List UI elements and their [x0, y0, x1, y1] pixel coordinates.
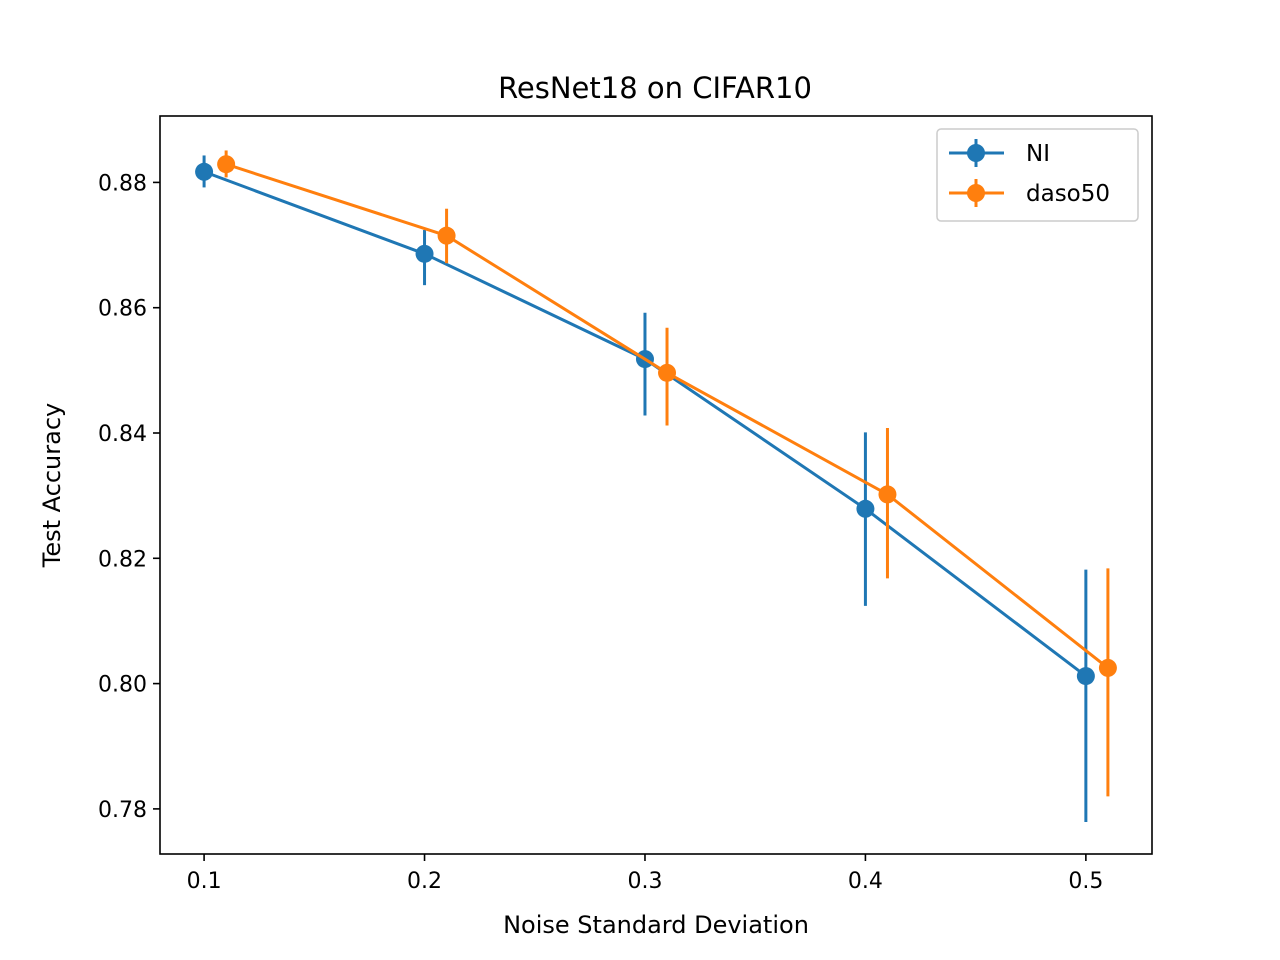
data-point-ni [195, 163, 213, 181]
y-tick-label: 0.82 [98, 547, 147, 572]
legend-marker-ni [967, 144, 985, 162]
legend: NI daso50 [937, 129, 1138, 221]
x-tick-label: 0.5 [1068, 869, 1103, 894]
y-tick-label: 0.88 [98, 171, 147, 196]
data-point-ni [1077, 667, 1095, 685]
legend-label-daso50: daso50 [1026, 181, 1110, 207]
y-tick-label: 0.84 [98, 422, 147, 447]
chart-title: ResNet18 on CIFAR10 [498, 71, 812, 105]
y-axis-title: Test Accuracy [38, 403, 66, 568]
data-point-daso50 [658, 364, 676, 382]
y-tick-label: 0.86 [98, 297, 147, 322]
y-tick-label: 0.80 [98, 673, 147, 698]
x-tick-label: 0.1 [187, 869, 222, 894]
y-tick-label: 0.78 [98, 798, 147, 823]
x-tick-label: 0.3 [627, 869, 662, 894]
x-tick-label: 0.2 [407, 869, 442, 894]
data-point-daso50 [438, 227, 456, 245]
data-point-ni [856, 500, 874, 518]
legend-marker-daso50 [967, 184, 985, 202]
x-tick-label: 0.4 [848, 869, 883, 894]
data-point-daso50 [878, 485, 896, 503]
data-point-daso50 [1099, 659, 1117, 677]
legend-label-ni: NI [1026, 141, 1050, 167]
data-point-daso50 [217, 155, 235, 173]
x-axis-title: Noise Standard Deviation [503, 911, 809, 939]
data-point-ni [416, 245, 434, 263]
